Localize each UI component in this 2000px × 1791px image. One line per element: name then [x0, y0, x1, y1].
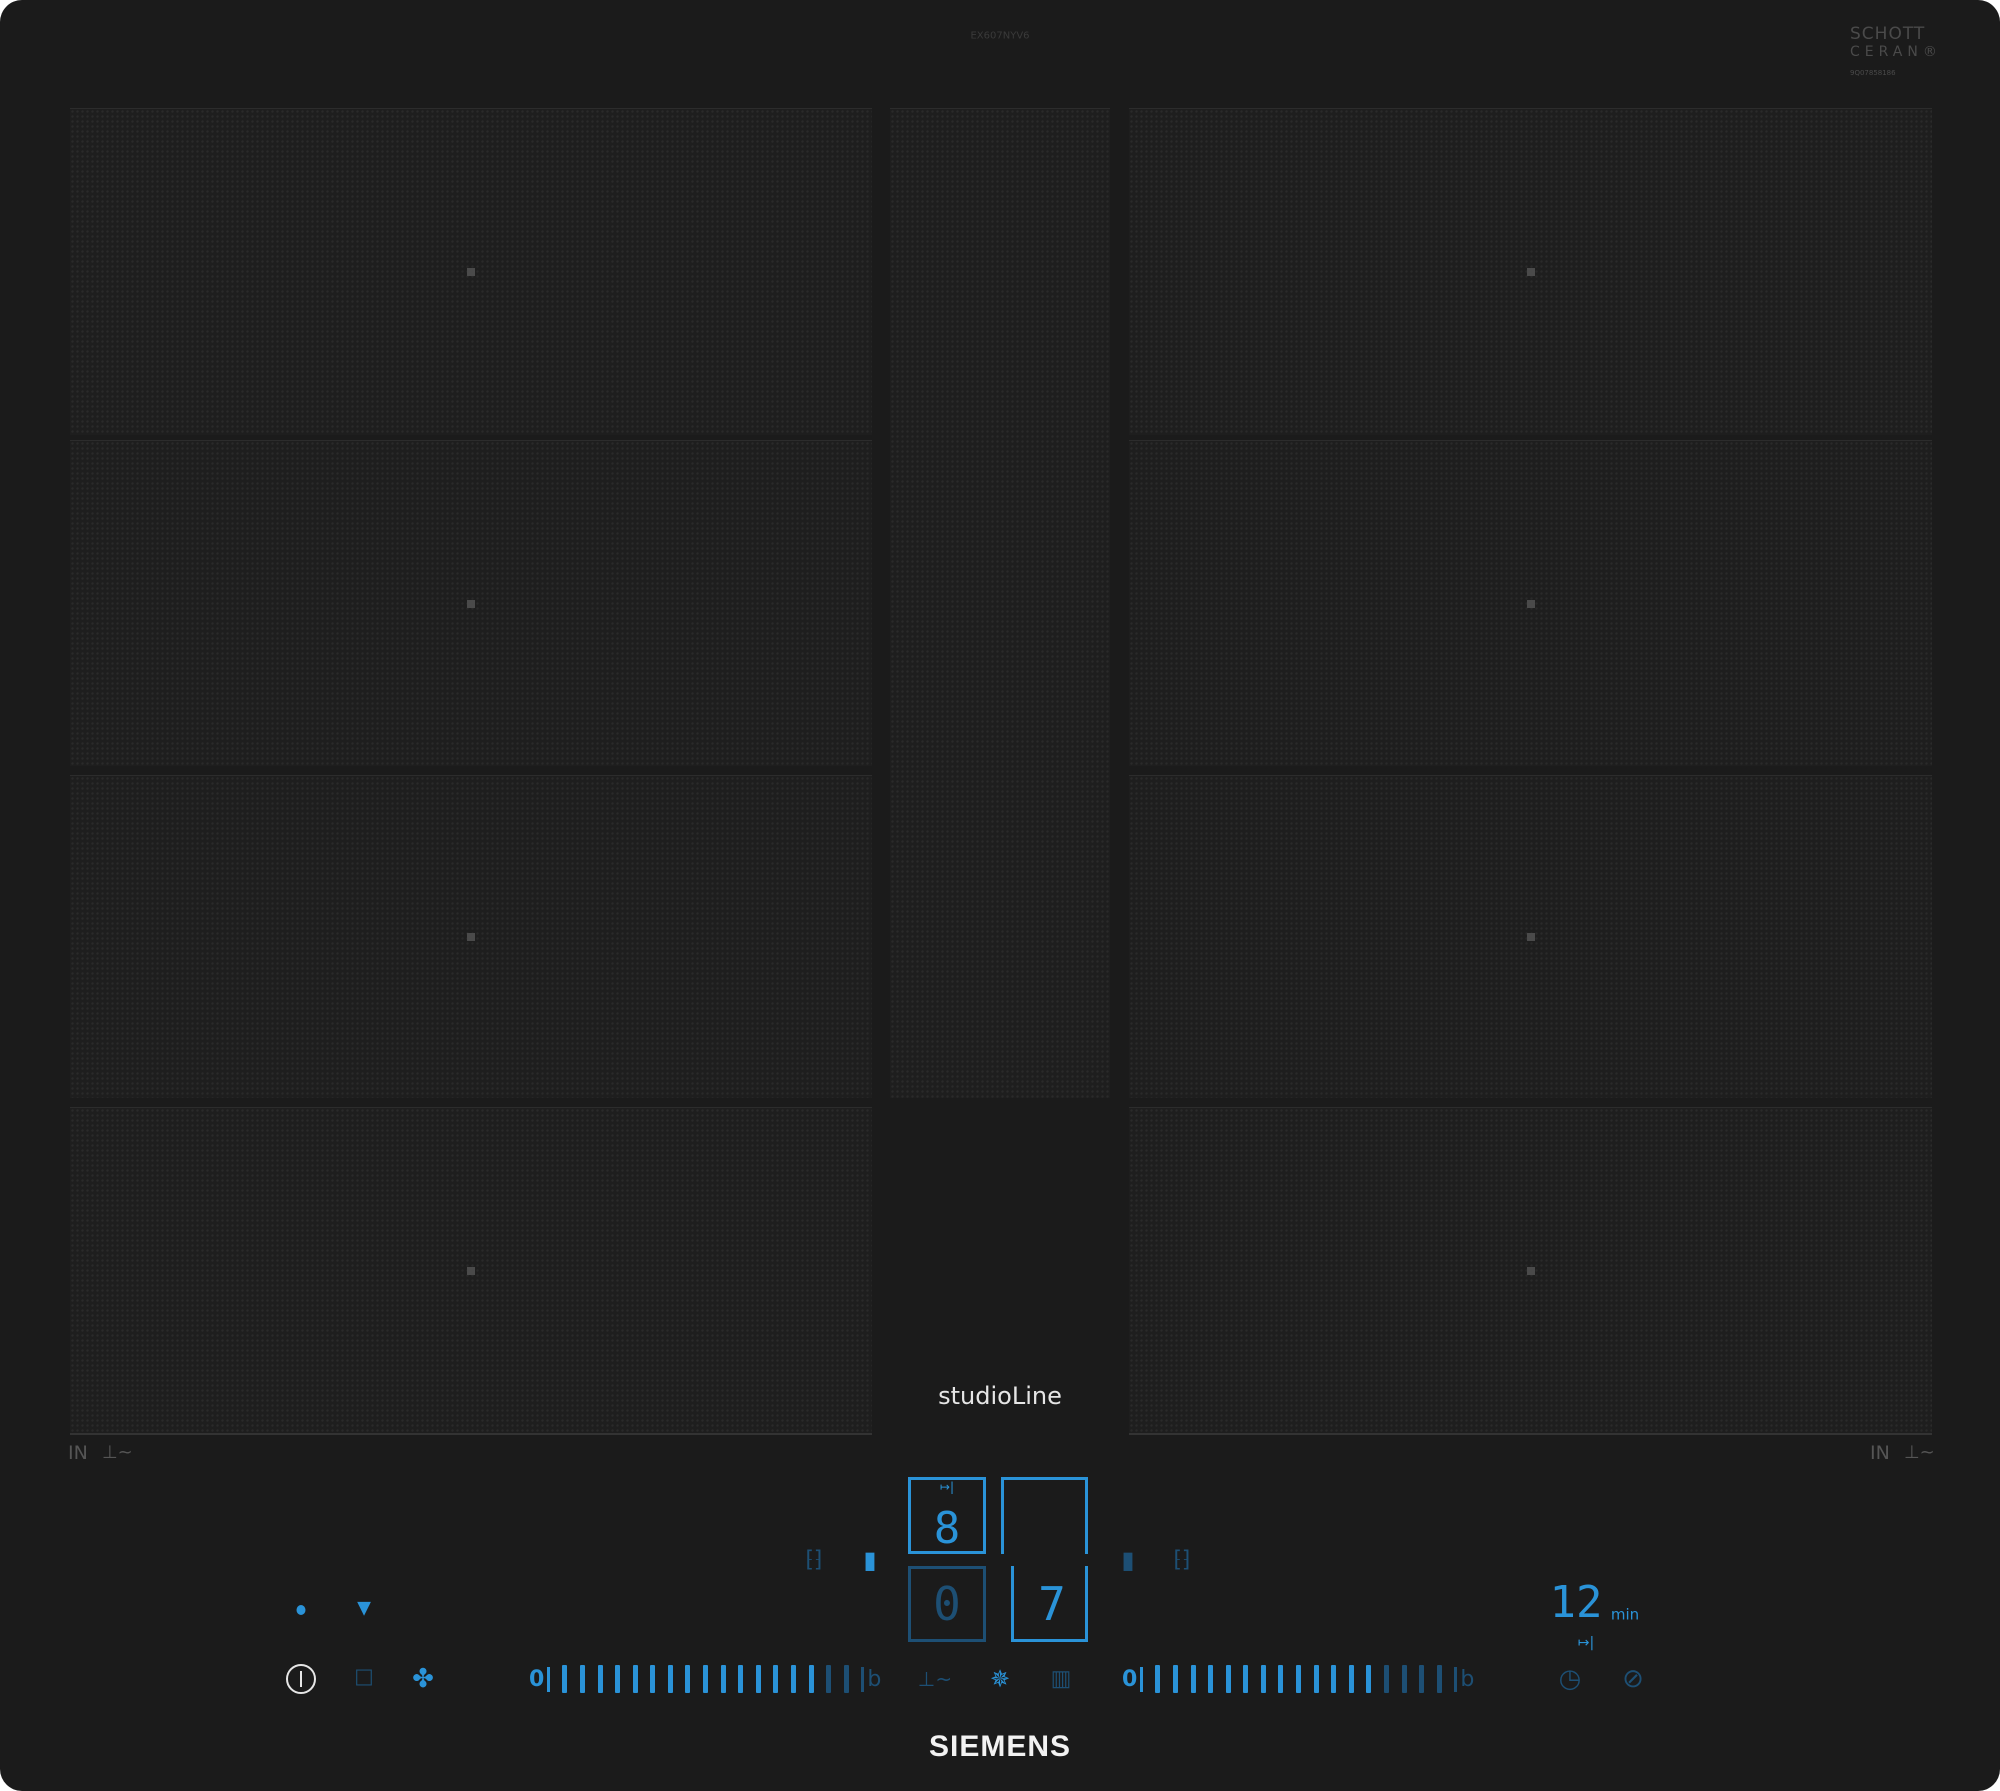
- zone-display-bottom-right[interactable]: [1011, 1566, 1088, 1642]
- slider-segment[interactable]: [720, 1665, 726, 1693]
- brand-logo: SIEMENS: [928, 1730, 1072, 1763]
- cooking-zone-right-4[interactable]: [1129, 1107, 1932, 1435]
- induction-label-right: IN: [1870, 1442, 1890, 1464]
- stopwatch-icon[interactable]: ⊘: [1622, 1664, 1644, 1694]
- slider-segment[interactable]: [632, 1665, 638, 1693]
- frying-sensor-indicator-left-icon: ⊥~: [102, 1442, 133, 1463]
- frying-sensor-icon[interactable]: ⊥~: [917, 1667, 953, 1691]
- slider-segment[interactable]: [1190, 1665, 1196, 1693]
- slider-segment[interactable]: [755, 1665, 761, 1693]
- slider-segment[interactable]: [1172, 1665, 1178, 1693]
- flex-zone-left-icon[interactable]: ⁅⁆: [805, 1547, 823, 1573]
- slider-segment[interactable]: [791, 1665, 797, 1693]
- hood-slider[interactable]: 0 b: [529, 1662, 881, 1696]
- slider-segment[interactable]: [1225, 1665, 1231, 1693]
- zone-display-bottom-left[interactable]: [908, 1566, 986, 1642]
- slider-segment[interactable]: [826, 1665, 832, 1693]
- cooking-zone-right-2[interactable]: [1129, 440, 1932, 766]
- frying-sensor-indicator-right-icon: ⊥~: [1904, 1442, 1935, 1463]
- slider-segment[interactable]: [808, 1665, 814, 1693]
- cooking-zone-left-3[interactable]: [70, 775, 872, 1098]
- wipe-protection-icon[interactable]: ☐: [354, 1666, 374, 1692]
- schott-ceran-logo: SCHOTT CERAN® 9Q07858186: [1850, 24, 1942, 77]
- slider-max-label: b: [861, 1666, 881, 1692]
- timer-value: 12: [1549, 1577, 1603, 1628]
- zone-display-top-left[interactable]: ↦|: [908, 1477, 986, 1554]
- zone-select-left-icon[interactable]: ▮: [863, 1546, 877, 1574]
- series-logo: studioLine: [938, 1382, 1062, 1410]
- power-icon[interactable]: [286, 1664, 316, 1694]
- slider-segment[interactable]: [650, 1665, 656, 1693]
- slider-segment[interactable]: [579, 1665, 585, 1693]
- slider-segment[interactable]: [1401, 1665, 1407, 1693]
- clock-timer-icon[interactable]: ◷: [1558, 1664, 1582, 1694]
- slider-segment[interactable]: [843, 1665, 849, 1693]
- cooking-zone-right-1[interactable]: [1129, 108, 1932, 435]
- slider-segment[interactable]: [1260, 1665, 1266, 1693]
- slider-segment[interactable]: [685, 1665, 691, 1693]
- induction-label-left: IN: [68, 1442, 88, 1464]
- hood-light-icon[interactable]: ✵: [989, 1665, 1011, 1693]
- slider-min-label: 0: [1122, 1666, 1144, 1692]
- slider-segment[interactable]: [1296, 1665, 1302, 1693]
- slider-segment[interactable]: [667, 1665, 673, 1693]
- flex-zone-right-icon[interactable]: ⁅⁆: [1173, 1547, 1191, 1573]
- slider-segment[interactable]: [1208, 1665, 1214, 1693]
- slider-segment[interactable]: [1278, 1665, 1284, 1693]
- slider-segment[interactable]: [1436, 1665, 1442, 1693]
- wifi-icon: ▼: [357, 1597, 371, 1619]
- slider-segment[interactable]: [1366, 1665, 1372, 1693]
- power-level-digit: 8: [933, 1503, 961, 1554]
- boost-icon: ↦|: [939, 1480, 955, 1494]
- slider-segment[interactable]: [1419, 1665, 1425, 1693]
- hood-fan-icon[interactable]: ✤: [412, 1664, 434, 1694]
- zone-display-bottom-right-digit: 7: [1038, 1577, 1066, 1631]
- cooking-zone-left-2[interactable]: [70, 440, 872, 766]
- slider-segment[interactable]: [615, 1665, 621, 1693]
- slider-segment[interactable]: [1331, 1665, 1337, 1693]
- slider-segment[interactable]: [1155, 1665, 1161, 1693]
- zone-select-right-icon[interactable]: ▮: [1121, 1546, 1135, 1574]
- slider-segment[interactable]: [597, 1665, 603, 1693]
- slider-min-label: 0: [529, 1666, 551, 1692]
- timer-unit: min: [1610, 1605, 1640, 1624]
- slider-segment[interactable]: [562, 1665, 568, 1693]
- zone-display-bottom-left-digit: 0: [933, 1577, 961, 1631]
- cooking-zone-left-4[interactable]: [70, 1107, 872, 1435]
- slider-segment[interactable]: [738, 1665, 744, 1693]
- slider-segment[interactable]: [1384, 1665, 1390, 1693]
- slider-segment[interactable]: [1348, 1665, 1354, 1693]
- status-dot-icon: [296, 1605, 306, 1615]
- zone-slider[interactable]: 0 b: [1122, 1662, 1474, 1696]
- model-label: EX607NYV6: [970, 30, 1030, 42]
- timer-boost-icon: ↦|: [1577, 1635, 1595, 1651]
- slider-max-label: b: [1454, 1666, 1474, 1692]
- cooking-zone-left-1[interactable]: [70, 108, 872, 435]
- zone-display-top-right[interactable]: [1001, 1477, 1088, 1554]
- cooking-zone-center[interactable]: [890, 108, 1110, 1098]
- slider-segment[interactable]: [1313, 1665, 1319, 1693]
- cooking-sensor-icon[interactable]: ▥: [1050, 1666, 1072, 1692]
- slider-segment[interactable]: [703, 1665, 709, 1693]
- slider-segment[interactable]: [773, 1665, 779, 1693]
- slider-segment[interactable]: [1243, 1665, 1249, 1693]
- cooking-zone-right-3[interactable]: [1129, 775, 1932, 1098]
